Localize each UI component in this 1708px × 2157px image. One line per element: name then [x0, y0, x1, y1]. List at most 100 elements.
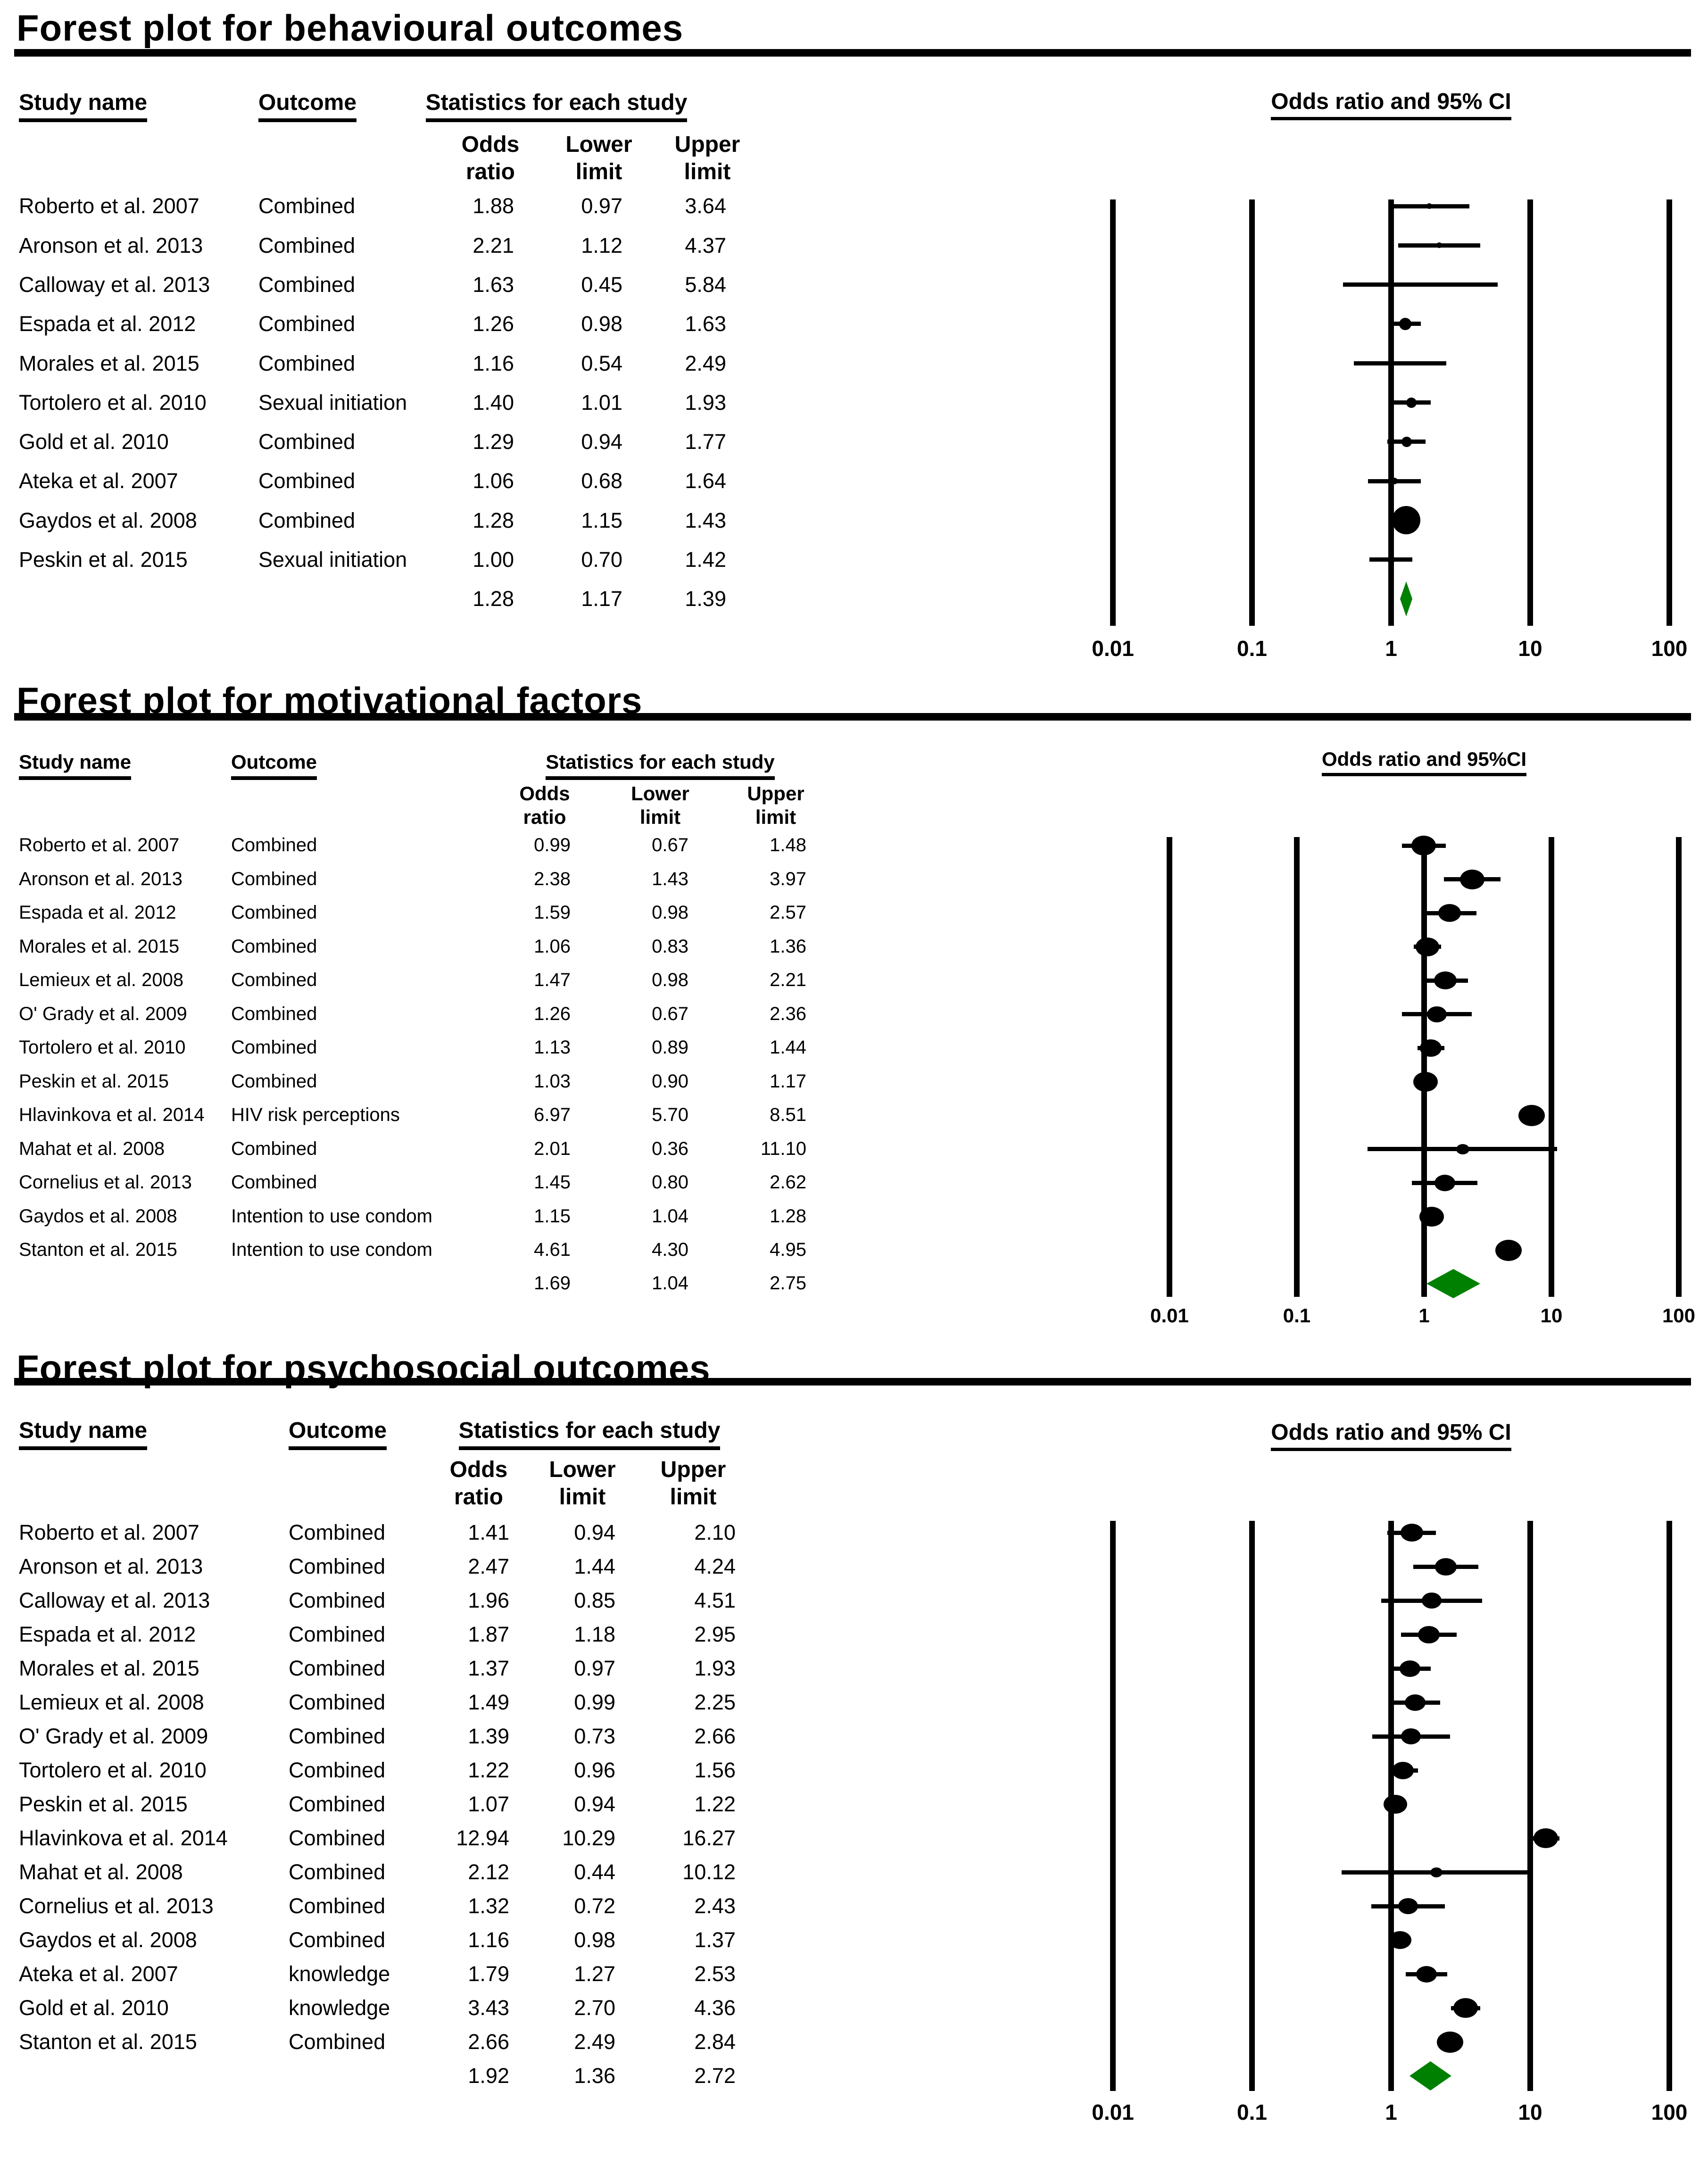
odds-ratio-cell: 1.00 — [473, 548, 514, 572]
effect-marker — [1398, 1898, 1418, 1914]
lower-limit-cell: 1.15 — [581, 508, 622, 532]
axis-line — [1167, 837, 1172, 1297]
odds-ratio-cell: 1.06 — [534, 936, 571, 957]
odds-ratio-cell: 1.16 — [468, 1928, 509, 1952]
outcome-cell: knowledge — [289, 1996, 390, 2020]
upper-limit-cell: 2.95 — [694, 1622, 736, 1646]
odds-ratio-cell: 1.32 — [468, 1894, 509, 1918]
plot-title: Odds ratio and 95% CI — [1061, 89, 1708, 120]
axis-line — [1549, 837, 1554, 1297]
table-header-outcome: Outcome — [231, 751, 317, 780]
upper-limit-cell: 2.62 — [770, 1172, 806, 1193]
summary-upper-limit-cell: 2.75 — [770, 1273, 806, 1294]
odds-ratio-cell: 3.43 — [468, 1996, 509, 2020]
effect-marker — [1392, 506, 1420, 535]
title-divider — [14, 49, 1691, 57]
study-name-cell: Espada et al. 2012 — [19, 902, 176, 923]
axis-line — [1110, 1521, 1116, 2091]
study-name-cell: Morales et al. 2015 — [19, 936, 180, 957]
effect-marker — [1438, 904, 1461, 922]
odds-ratio-cell: 1.49 — [468, 1690, 509, 1714]
table-row: Mahat et al. 2008 Combined 2.12 0.44 10.12 — [0, 1855, 849, 1889]
panel-title: Forest plot for behavioural outcomes — [17, 7, 684, 49]
table-row: Tortolero et al. 2010 Combined 1.22 0.96 1.5… — [0, 1753, 849, 1787]
summary-row: 1.92 1.36 2.72 — [0, 2059, 849, 2093]
study-name-cell: Gold et al. 2010 — [19, 1996, 169, 2020]
upper-limit-cell: 1.37 — [694, 1928, 736, 1952]
summary-upper-limit-cell: 1.39 — [685, 587, 726, 611]
axis-tick-label: 0.01 — [1150, 1304, 1189, 1327]
study-name-cell: Cornelius et al. 2013 — [19, 1172, 192, 1193]
study-name-cell: Tortolero et al. 2010 — [19, 1758, 207, 1782]
effect-marker — [1456, 1144, 1469, 1154]
outcome-cell: Combined — [258, 312, 356, 336]
lower-limit-cell: 0.96 — [574, 1758, 615, 1782]
effect-marker — [1389, 1931, 1411, 1949]
table-row: Mahat et al. 2008 Combined 2.01 0.36 11.10 — [0, 1132, 849, 1166]
table-header-study: Study name — [19, 1418, 148, 1450]
outcome-cell: Combined — [231, 1172, 317, 1193]
effect-marker — [1415, 937, 1439, 956]
effect-marker — [1383, 1795, 1407, 1814]
upper-limit-cell: 1.28 — [770, 1205, 806, 1227]
effect-marker — [1453, 1998, 1478, 2018]
table-row: Calloway et al. 2013 Combined 1.96 0.85 4.51 — [0, 1584, 849, 1618]
table-row: Lemieux et al. 2008 Combined 1.47 0.98 2.21 — [0, 963, 849, 997]
upper-limit-cell: 3.97 — [770, 868, 806, 889]
study-name-cell: Calloway et al. 2013 — [19, 1588, 210, 1612]
effect-marker — [1406, 397, 1417, 408]
outcome-cell: Combined — [289, 1622, 386, 1646]
outcome-cell: Combined — [289, 1792, 386, 1816]
outcome-cell: Intention to use condom — [231, 1205, 432, 1227]
axis-tick-label: 0.01 — [1092, 636, 1134, 661]
outcome-cell: knowledge — [289, 1962, 390, 1986]
effect-marker — [1401, 436, 1412, 447]
table-row: Peskin et al. 2015 Combined 1.03 0.90 1.17 — [0, 1065, 849, 1099]
table-row: Calloway et al. 2013 Combined 1.63 0.45 5.84 — [0, 265, 849, 304]
table-row: Gaydos et al. 2008 Intention to use condo… — [0, 1200, 849, 1234]
table-row: Espada et al. 2012 Combined 1.59 0.98 2.57 — [0, 896, 849, 930]
study-name-cell: O' Grady et al. 2009 — [19, 1724, 208, 1748]
odds-ratio-cell: 12.94 — [456, 1826, 509, 1850]
plot-title: Odds ratio and 95%CI — [1094, 748, 1708, 776]
axis-tick-label: 0.1 — [1237, 636, 1267, 661]
column-header-odds-ratio: Odds ratio — [519, 782, 570, 828]
odds-ratio-cell: 1.47 — [534, 970, 571, 991]
effect-marker — [1419, 1206, 1444, 1227]
summary-row: 1.28 1.17 1.39 — [0, 579, 849, 618]
table-row: Espada et al. 2012 Combined 1.87 1.18 2.95 — [0, 1618, 849, 1651]
effect-marker — [1427, 1006, 1447, 1022]
odds-ratio-cell: 4.61 — [534, 1239, 571, 1261]
outcome-cell: Combined — [231, 868, 317, 889]
summary-row: 1.69 1.04 2.75 — [0, 1267, 849, 1301]
odds-ratio-cell: 1.37 — [468, 1656, 509, 1680]
summary-odds-ratio-cell: 1.69 — [534, 1273, 571, 1294]
study-name-cell: Hlavinkova et al. 2014 — [19, 1826, 228, 1850]
table-header-statistics: Statistics for each study — [448, 751, 872, 780]
odds-ratio-cell: 1.06 — [473, 469, 514, 493]
table-row: Lemieux et al. 2008 Combined 1.49 0.99 2.25 — [0, 1685, 849, 1719]
table-row: Ateka et al. 2007 knowledge 1.79 1.27 2.53 — [0, 1957, 849, 1991]
effect-marker — [1400, 1660, 1421, 1677]
odds-ratio-cell: 2.66 — [468, 2030, 509, 2054]
lower-limit-cell: 10.29 — [562, 1826, 615, 1850]
outcome-cell: Combined — [289, 1690, 386, 1714]
study-name-cell: Ateka et al. 2007 — [19, 1962, 178, 1986]
lower-limit-cell: 0.73 — [574, 1724, 615, 1748]
study-name-cell: Cornelius et al. 2013 — [19, 1894, 214, 1918]
study-name-cell: Peskin et al. 2015 — [19, 1792, 188, 1816]
upper-limit-cell: 4.95 — [770, 1239, 806, 1261]
axis-tick-label: 1 — [1385, 2100, 1397, 2124]
lower-limit-cell: 1.01 — [581, 390, 622, 415]
effect-marker — [1434, 1174, 1455, 1191]
odds-ratio-cell: 1.07 — [468, 1792, 509, 1816]
table-row: O' Grady et al. 2009 Combined 1.26 0.67 2.36 — [0, 997, 849, 1031]
table-header-outcome: Outcome — [289, 1418, 387, 1450]
outcome-cell: Combined — [289, 1894, 386, 1918]
study-name-cell: Stanton et al. 2015 — [19, 1239, 177, 1261]
effect-marker — [1459, 869, 1484, 889]
odds-ratio-cell: 2.21 — [473, 233, 514, 257]
lower-limit-cell: 0.90 — [652, 1070, 688, 1092]
upper-limit-cell: 1.42 — [685, 548, 726, 572]
